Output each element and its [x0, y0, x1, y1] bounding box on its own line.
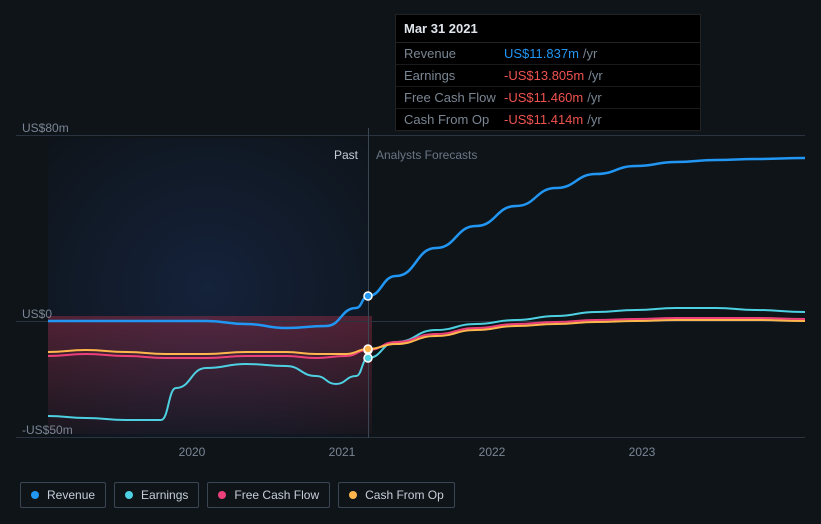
tooltip-row-unit: /yr	[583, 46, 597, 61]
legend-item-earnings[interactable]: Earnings	[114, 482, 199, 508]
financial-chart: US$80mUS$0-US$50m 2020202120222023 Past …	[0, 0, 821, 524]
tooltip-row-value: US$11.837m	[504, 46, 579, 61]
tooltip-row-value: -US$11.414m	[504, 112, 583, 127]
tooltip-row-unit: /yr	[587, 90, 601, 105]
legend-item-free-cash-flow[interactable]: Free Cash Flow	[207, 482, 330, 508]
x-axis-label: 2021	[329, 445, 356, 459]
x-axis-label: 2022	[479, 445, 506, 459]
series-marker-earnings	[364, 354, 372, 362]
tooltip-row: Free Cash Flow-US$11.460m/yr	[396, 87, 700, 109]
tooltip-row-label: Cash From Op	[404, 112, 504, 127]
series-marker-cash-from-op	[364, 345, 372, 353]
series-line-cash-from-op	[48, 320, 805, 354]
x-axis-label: 2023	[629, 445, 656, 459]
legend-item-revenue[interactable]: Revenue	[20, 482, 106, 508]
data-tooltip: Mar 31 2021 RevenueUS$11.837m/yrEarnings…	[395, 14, 701, 131]
legend-dot-icon	[218, 491, 226, 499]
x-axis-label: 2020	[179, 445, 206, 459]
series-line-earnings	[48, 308, 805, 420]
tooltip-row-unit: /yr	[588, 68, 602, 83]
legend-dot-icon	[349, 491, 357, 499]
tooltip-row: Earnings-US$13.805m/yr	[396, 65, 700, 87]
legend-item-label: Free Cash Flow	[234, 488, 319, 502]
series-line-free-cash-flow	[48, 318, 805, 358]
legend-item-label: Cash From Op	[365, 488, 444, 502]
series-marker-revenue	[364, 292, 372, 300]
tooltip-row-value: -US$11.460m	[504, 90, 583, 105]
series-line-revenue	[48, 158, 805, 328]
tooltip-date: Mar 31 2021	[396, 15, 700, 43]
tooltip-row-label: Earnings	[404, 68, 504, 83]
chart-lines	[16, 128, 805, 438]
legend-dot-icon	[31, 491, 39, 499]
tooltip-row-label: Revenue	[404, 46, 504, 61]
tooltip-row-unit: /yr	[587, 112, 601, 127]
tooltip-row-label: Free Cash Flow	[404, 90, 504, 105]
legend-item-label: Earnings	[141, 488, 188, 502]
legend-item-label: Revenue	[47, 488, 95, 502]
legend-item-cash-from-op[interactable]: Cash From Op	[338, 482, 455, 508]
tooltip-row: Cash From Op-US$11.414m/yr	[396, 109, 700, 130]
legend-dot-icon	[125, 491, 133, 499]
chart-legend: Revenue Earnings Free Cash Flow Cash From O…	[20, 482, 455, 508]
tooltip-row: RevenueUS$11.837m/yr	[396, 43, 700, 65]
tooltip-row-value: -US$13.805m	[504, 68, 584, 83]
